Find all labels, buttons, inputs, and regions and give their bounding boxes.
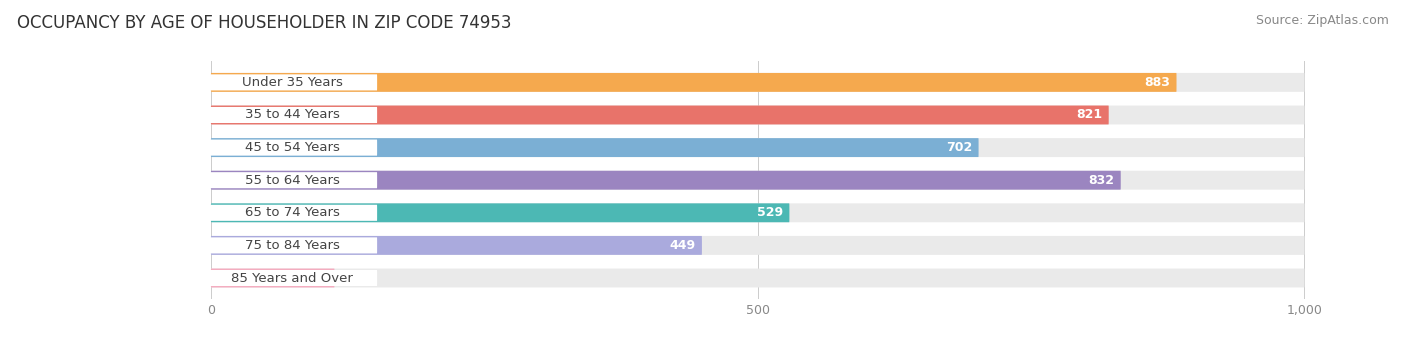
FancyBboxPatch shape	[208, 172, 377, 188]
Text: 449: 449	[669, 239, 696, 252]
FancyBboxPatch shape	[208, 270, 377, 286]
FancyBboxPatch shape	[208, 205, 377, 221]
FancyBboxPatch shape	[211, 138, 979, 157]
Text: 832: 832	[1088, 174, 1114, 187]
Text: 35 to 44 Years: 35 to 44 Years	[245, 108, 340, 121]
FancyBboxPatch shape	[208, 237, 377, 253]
FancyBboxPatch shape	[211, 236, 702, 255]
Text: 65 to 74 Years: 65 to 74 Years	[245, 206, 340, 219]
FancyBboxPatch shape	[211, 105, 1305, 124]
FancyBboxPatch shape	[211, 203, 789, 222]
FancyBboxPatch shape	[211, 138, 1305, 157]
Text: 113: 113	[346, 272, 368, 285]
Text: Under 35 Years: Under 35 Years	[242, 76, 343, 89]
Text: 85 Years and Over: 85 Years and Over	[232, 272, 353, 285]
FancyBboxPatch shape	[211, 269, 1305, 287]
FancyBboxPatch shape	[208, 74, 377, 90]
Text: 821: 821	[1076, 108, 1102, 121]
Text: 55 to 64 Years: 55 to 64 Years	[245, 174, 340, 187]
Text: 45 to 54 Years: 45 to 54 Years	[245, 141, 340, 154]
Text: Source: ZipAtlas.com: Source: ZipAtlas.com	[1256, 14, 1389, 27]
FancyBboxPatch shape	[211, 171, 1121, 190]
FancyBboxPatch shape	[211, 105, 1109, 124]
FancyBboxPatch shape	[208, 139, 377, 156]
FancyBboxPatch shape	[211, 73, 1177, 92]
FancyBboxPatch shape	[211, 171, 1305, 190]
FancyBboxPatch shape	[208, 107, 377, 123]
Text: 883: 883	[1144, 76, 1170, 89]
FancyBboxPatch shape	[211, 269, 335, 287]
Text: 702: 702	[946, 141, 972, 154]
Text: 75 to 84 Years: 75 to 84 Years	[245, 239, 340, 252]
Text: 529: 529	[756, 206, 783, 219]
FancyBboxPatch shape	[211, 73, 1305, 92]
FancyBboxPatch shape	[211, 203, 1305, 222]
FancyBboxPatch shape	[211, 236, 1305, 255]
Text: OCCUPANCY BY AGE OF HOUSEHOLDER IN ZIP CODE 74953: OCCUPANCY BY AGE OF HOUSEHOLDER IN ZIP C…	[17, 14, 512, 32]
